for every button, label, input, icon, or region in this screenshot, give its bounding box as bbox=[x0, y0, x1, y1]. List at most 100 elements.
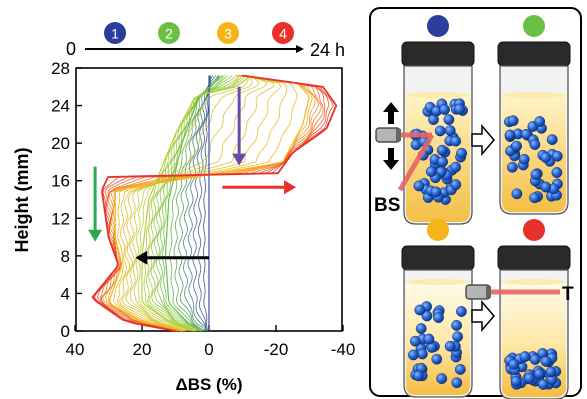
vial-meniscus bbox=[406, 279, 470, 285]
series-stage-2 bbox=[164, 75, 223, 332]
timeline: 0 24 h 1 2 3 4 bbox=[66, 22, 345, 60]
profile-line bbox=[93, 75, 334, 332]
stage-badge-4 bbox=[272, 22, 294, 44]
x-tick-label: 0 bbox=[204, 340, 213, 359]
y-tick-label: 28 bbox=[51, 59, 70, 78]
vial-particles bbox=[409, 98, 468, 205]
profile-line bbox=[100, 75, 322, 332]
y-axis-label: Height (mm) bbox=[12, 148, 32, 253]
transition-arrow-3-4 bbox=[471, 299, 495, 333]
stage-badges: 1 2 3 4 bbox=[104, 22, 294, 44]
bs-detector-lens bbox=[396, 129, 401, 141]
bs-probe: BS bbox=[374, 102, 435, 216]
profile-line bbox=[155, 75, 233, 332]
purple-arrow bbox=[232, 86, 247, 166]
vial-2 bbox=[497, 15, 571, 215]
vial-badge-1 bbox=[427, 15, 449, 37]
t-label: T bbox=[562, 284, 574, 305]
profile-line bbox=[96, 75, 330, 332]
profile-line bbox=[118, 75, 282, 332]
stage-badge-label-4: 4 bbox=[279, 26, 287, 42]
vial-liquid bbox=[502, 95, 566, 212]
vial-badge-4 bbox=[523, 219, 545, 241]
y-axis-ticks: 0 4 8 12 16 20 24 28 bbox=[51, 59, 82, 341]
profile-line bbox=[102, 75, 320, 332]
profile-line bbox=[161, 75, 225, 332]
vial-3 bbox=[401, 219, 475, 398]
profile-line bbox=[133, 75, 253, 332]
profile-line bbox=[178, 75, 220, 332]
x-tick-label: -40 bbox=[331, 340, 356, 359]
timeline-end-label: 24 h bbox=[310, 40, 345, 60]
stage-badge-2 bbox=[158, 22, 180, 44]
black-arrow bbox=[135, 250, 209, 265]
vial-meniscus bbox=[502, 279, 566, 285]
vials bbox=[401, 15, 571, 399]
timeline-start-label: 0 bbox=[66, 39, 76, 59]
series-group bbox=[91, 74, 338, 332]
y-tick-label: 12 bbox=[51, 209, 70, 228]
vial-cap bbox=[401, 245, 475, 271]
profile-line bbox=[143, 75, 247, 332]
stage-badge-3 bbox=[217, 22, 239, 44]
vial-1 bbox=[401, 15, 475, 225]
y-tick-label: 20 bbox=[51, 134, 70, 153]
y-tick-label: 8 bbox=[61, 247, 70, 266]
transition-arrow-1-2 bbox=[471, 123, 495, 157]
green-arrow bbox=[88, 166, 103, 242]
stage-badge-label-1: 1 bbox=[111, 26, 119, 42]
y-tick-label: 24 bbox=[51, 97, 70, 116]
profile-line bbox=[116, 75, 288, 332]
x-axis-ticks: 40 20 0 -20 -40 bbox=[66, 325, 356, 359]
profile-line bbox=[164, 75, 223, 332]
bs-beam-out bbox=[397, 133, 435, 192]
profile-line bbox=[129, 75, 260, 332]
y-tick-label: 16 bbox=[51, 172, 70, 191]
x-axis-label: ΔBS (%) bbox=[176, 375, 243, 394]
stage-badge-1 bbox=[104, 22, 126, 44]
profile-line bbox=[197, 75, 212, 332]
red-arrow bbox=[222, 180, 297, 195]
t-detector-lens bbox=[486, 286, 491, 298]
bs-label: BS bbox=[374, 195, 400, 216]
profile-line bbox=[113, 75, 298, 332]
vial-cap bbox=[497, 41, 571, 67]
vial-meniscus bbox=[502, 92, 566, 98]
vial-badge-3 bbox=[427, 219, 449, 241]
vial-badge-2 bbox=[523, 15, 545, 37]
chart: 0 4 8 12 16 20 24 28 40 20 0 -20 -40 Height (mm) ΔB… bbox=[12, 59, 355, 394]
profile-line bbox=[169, 75, 221, 332]
series-stage-3 bbox=[108, 74, 310, 332]
bs-up-arrow-icon bbox=[383, 102, 399, 124]
profile-line bbox=[145, 75, 243, 332]
stage-badge-label-2: 2 bbox=[165, 26, 173, 42]
vial-meniscus bbox=[406, 92, 470, 98]
series-stage-4 bbox=[91, 74, 338, 332]
profile-line bbox=[158, 75, 229, 332]
profile-line bbox=[137, 75, 249, 332]
profile-line bbox=[105, 75, 316, 332]
t-probe: T bbox=[465, 284, 574, 305]
vial-particles bbox=[503, 115, 563, 204]
x-tick-label: -20 bbox=[264, 340, 289, 359]
stage-badge-label-3: 3 bbox=[224, 26, 232, 42]
x-tick-label: 40 bbox=[66, 340, 85, 359]
profile-line bbox=[187, 75, 217, 332]
x-tick-label: 20 bbox=[133, 340, 152, 359]
series-stage-2 bbox=[141, 75, 250, 332]
vial-cap bbox=[401, 41, 475, 67]
vial-particles bbox=[407, 301, 467, 389]
y-tick-label: 4 bbox=[61, 284, 70, 303]
profile-line bbox=[192, 75, 214, 332]
vial-cap bbox=[497, 245, 571, 271]
bs-down-arrow-icon bbox=[383, 148, 399, 170]
profile-line bbox=[202, 75, 211, 332]
profile-line bbox=[125, 75, 269, 332]
schematic-panel: BS T bbox=[369, 7, 582, 399]
trend-arrows bbox=[88, 86, 297, 265]
profile-line bbox=[121, 75, 275, 332]
vial-4 bbox=[497, 219, 571, 399]
profile-line bbox=[153, 75, 237, 332]
profile-line bbox=[173, 75, 220, 332]
